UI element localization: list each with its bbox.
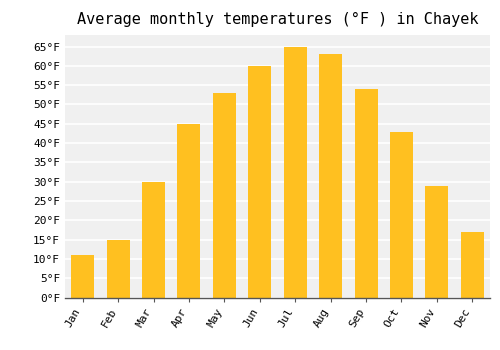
Bar (354, 89, 378, 298)
Bar (213, 93, 236, 298)
Bar (284, 47, 306, 298)
Bar (426, 186, 448, 298)
Title: Average monthly temperatures (°F ) in Chayek: Average monthly temperatures (°F ) in Ch… (77, 12, 478, 27)
Bar (142, 182, 165, 298)
Bar (178, 124, 201, 298)
Bar (319, 54, 342, 298)
Bar (461, 232, 484, 298)
Bar (71, 255, 94, 298)
Bar (390, 132, 413, 298)
Bar (106, 240, 130, 298)
Bar (248, 66, 272, 297)
